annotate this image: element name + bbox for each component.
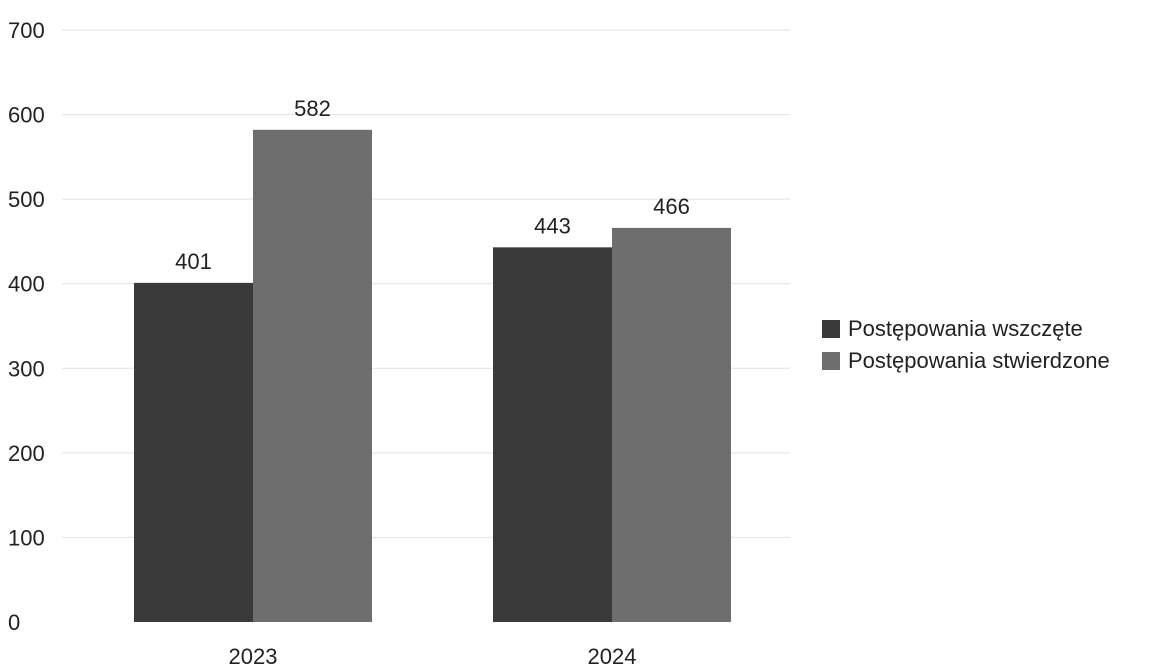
bar-2023-series-1 [253,129,372,622]
legend-label-stwierdzone: Postępowania stwierdzone [848,348,1110,373]
legend: Postępowania wszczęte Postępowania stwie… [822,313,1110,377]
bar-2024-series-0 [493,247,612,622]
y-tick-label-700: 700 [8,18,45,43]
data-label-2023-series-0: 401 [175,249,212,274]
data-label-2024-series-1: 466 [653,194,690,219]
legend-item-stwierdzone: Postępowania stwierdzone [822,345,1110,377]
bar-2023-series-0 [134,282,253,622]
y-tick-label-100: 100 [8,525,45,550]
data-label-2023-series-1: 582 [294,96,331,121]
y-tick-label-400: 400 [8,272,45,297]
y-tick-label-600: 600 [8,103,45,128]
legend-item-wszczete: Postępowania wszczęte [822,313,1110,345]
x-tick-label-2024: 2024 [588,644,637,666]
y-tick-label-0: 0 [8,610,20,635]
bar-2024-series-1 [612,227,731,622]
x-tick-label-2023: 2023 [229,644,278,666]
y-tick-label-300: 300 [8,356,45,381]
y-tick-label-200: 200 [8,441,45,466]
legend-swatch-stwierdzone [822,352,840,370]
legend-swatch-wszczete [822,320,840,338]
y-tick-label-500: 500 [8,187,45,212]
legend-label-wszczete: Postępowania wszczęte [848,316,1083,341]
data-label-2024-series-0: 443 [534,213,571,238]
